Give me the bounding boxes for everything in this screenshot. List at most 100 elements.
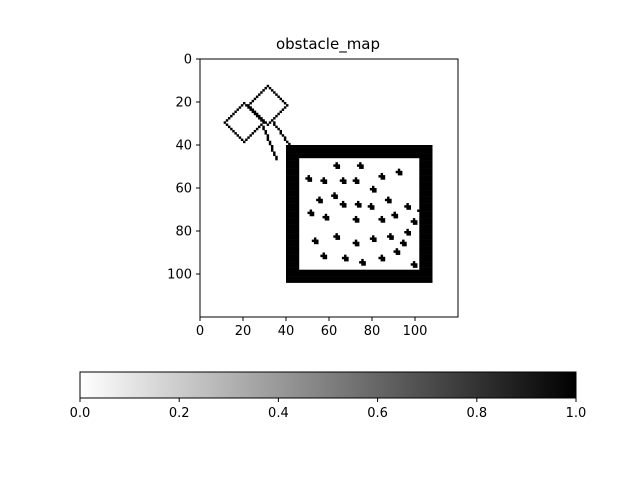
obstacle-cell <box>322 215 330 219</box>
obstacle-cell <box>266 134 270 137</box>
obstacle-cell <box>286 151 433 154</box>
obstacle-cell <box>286 235 300 238</box>
obstacle-cell <box>286 231 300 234</box>
obstacle-cell <box>352 241 360 245</box>
obstacle-cell <box>286 164 300 167</box>
obstacle-cell <box>243 140 246 144</box>
obstacle-cell <box>331 194 338 197</box>
obstacle-cell <box>286 271 433 275</box>
obstacle-cell <box>419 183 433 187</box>
obstacle-cell <box>410 220 418 223</box>
obstacle-cell <box>286 162 300 165</box>
obstacle-cell <box>419 254 433 258</box>
obstacle-cell <box>260 123 263 126</box>
obstacle-cell <box>275 93 278 96</box>
obstacle-cell <box>286 278 433 281</box>
obstacle-cell <box>223 121 227 124</box>
obstacle-cell <box>286 248 300 251</box>
obstacle-cell <box>419 231 433 234</box>
obstacle-cell <box>238 136 242 139</box>
obstacle-cell <box>397 168 401 172</box>
obstacle-cell <box>311 239 319 243</box>
obstacle-cell <box>419 239 433 243</box>
obstacle-cell <box>286 209 300 212</box>
obstacle-cell <box>378 175 386 178</box>
obstacle-cell <box>419 162 433 165</box>
obstacle-cell <box>341 205 347 208</box>
obstacle-cell <box>286 224 300 227</box>
obstacle-cell <box>260 91 263 94</box>
obstacle-cell <box>277 127 280 131</box>
obstacle-cell <box>258 125 261 129</box>
obstacle-cell <box>369 188 377 191</box>
obstacle-cell <box>395 248 399 251</box>
obstacle-cell <box>361 263 366 266</box>
obstacle-cell <box>275 114 278 118</box>
obstacle-cell <box>286 183 300 187</box>
obstacle-cell <box>249 134 252 137</box>
obstacle-cell <box>352 179 360 182</box>
obstacle-cell <box>404 205 411 208</box>
obstacle-cell <box>369 207 375 210</box>
obstacle-cell <box>419 181 433 184</box>
obstacle-cell <box>391 213 399 217</box>
obstacle-cell <box>419 265 433 268</box>
obstacle-cell <box>372 235 375 238</box>
obstacle-cell <box>279 129 282 133</box>
colorbar-gradient <box>79 371 577 399</box>
obstacle-cell <box>419 168 433 172</box>
obstacle-cell <box>286 241 300 245</box>
obstacle-cell <box>286 211 300 215</box>
obstacle-cell <box>277 95 280 98</box>
obstacle-cell <box>419 222 433 225</box>
obstacle-cell <box>419 237 433 240</box>
obstacle-cell <box>333 196 338 200</box>
obstacle-cell <box>253 112 259 116</box>
obstacle-cell <box>419 215 433 219</box>
obstacle-cell <box>419 203 433 206</box>
obstacle-cell <box>249 108 255 111</box>
obstacle-cell <box>419 185 433 189</box>
obstacle-cell <box>335 233 338 236</box>
obstacle-cell <box>255 114 261 118</box>
x-tick-label: 100 <box>403 324 428 339</box>
obstacle-cell <box>380 258 386 262</box>
obstacle-cell <box>264 129 267 133</box>
obstacle-cell <box>286 233 300 236</box>
obstacle-cell <box>245 138 248 141</box>
obstacle-cell <box>253 97 257 101</box>
obstacle-cell <box>354 239 358 243</box>
x-axis: 0 20 40 60 80 100 <box>196 317 428 339</box>
obstacle-cell <box>419 170 433 174</box>
obstacle-cell <box>286 160 300 163</box>
obstacle-cell <box>286 188 300 191</box>
obstacle-cell <box>412 218 416 221</box>
obstacle-cell <box>238 106 242 109</box>
obstacle-cell <box>243 102 246 105</box>
obstacle-cell <box>266 136 270 139</box>
obstacle-cell <box>286 274 433 277</box>
obstacle-cell <box>389 233 392 236</box>
obstacle-cell <box>419 198 433 202</box>
obstacle-cell <box>380 177 386 180</box>
obstacle-cell <box>412 222 418 225</box>
obstacle-cell <box>258 93 261 96</box>
obstacle-cell <box>419 250 433 253</box>
obstacle-cell <box>419 192 433 195</box>
obstacle-cell <box>419 200 433 204</box>
obstacle-cell <box>266 84 270 88</box>
y-tick-label: 60 <box>175 182 192 197</box>
obstacle-cell <box>251 99 255 103</box>
colorbar-tick-label: 0.2 <box>169 406 190 421</box>
obstacle-cell <box>307 211 315 215</box>
obstacle-cell <box>270 147 274 150</box>
obstacle-cell <box>399 241 407 245</box>
y-tick-label: 0 <box>184 53 192 68</box>
y-tick-label: 40 <box>175 139 192 154</box>
obstacle-cell <box>419 190 433 193</box>
obstacle-cell <box>262 125 265 129</box>
obstacle-cell <box>286 198 300 202</box>
obstacle-cell <box>273 91 276 94</box>
obstacle-cell <box>380 254 384 258</box>
